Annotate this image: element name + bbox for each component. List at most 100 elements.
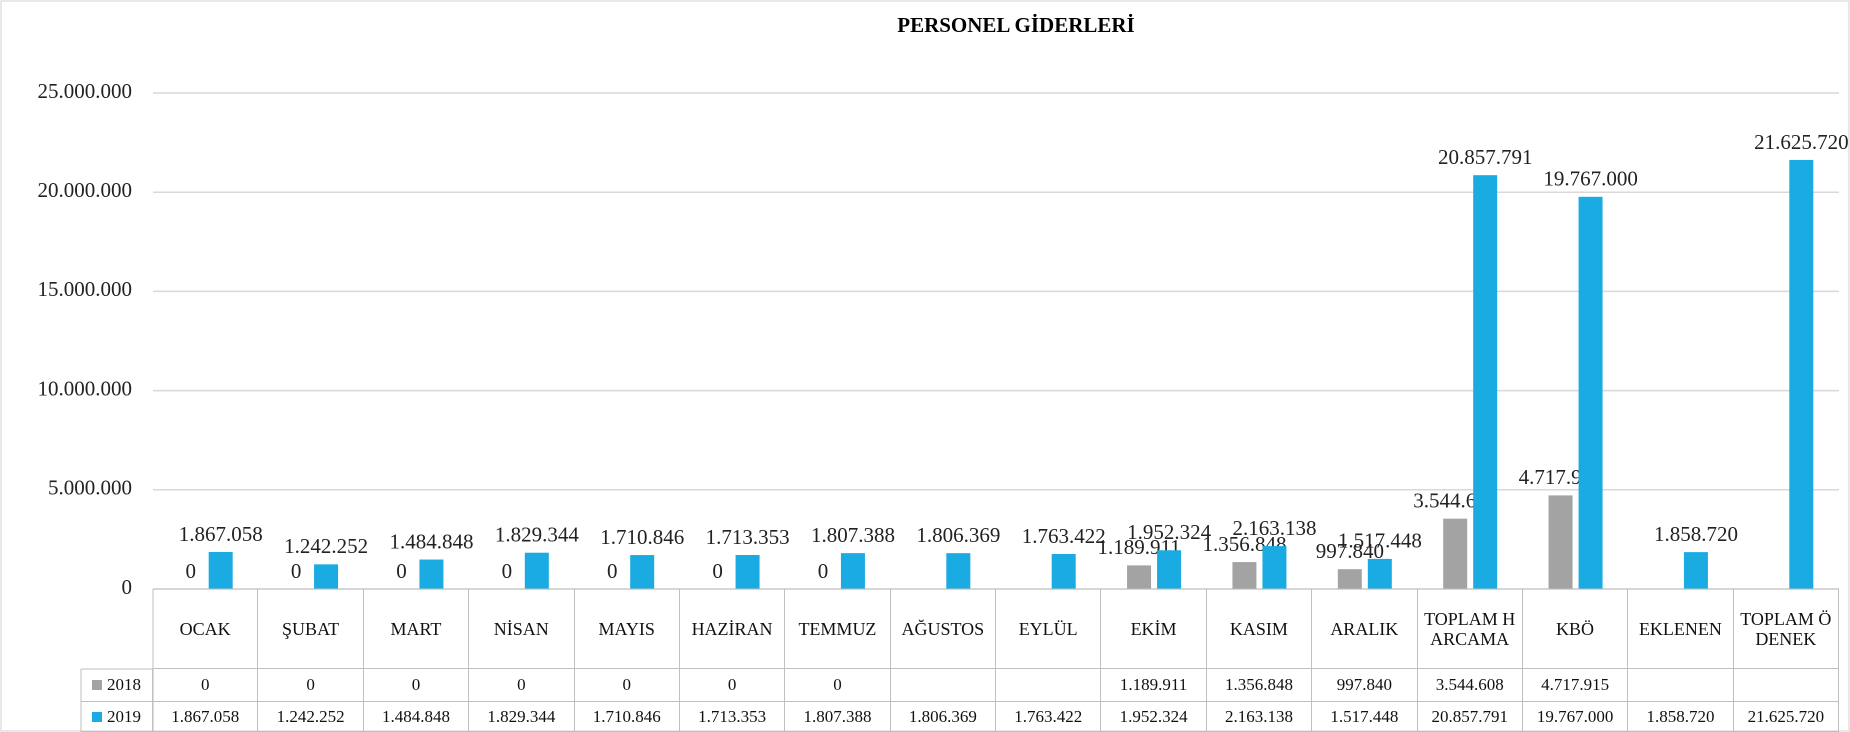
- legend-label: 2019: [107, 706, 141, 726]
- table-value: 4.717.915: [1522, 669, 1629, 702]
- table-value: 0: [363, 669, 470, 702]
- data-label: 1.242.252: [284, 534, 368, 558]
- table-value: 1.952.324: [1101, 702, 1207, 732]
- table-value: [890, 669, 996, 702]
- x-tick-label: EKLENEN: [1628, 589, 1734, 669]
- y-tick-label: 15.000.000: [38, 277, 133, 301]
- x-tick-label: KASIM: [1206, 589, 1313, 669]
- table-value: 21.625.720: [1733, 702, 1839, 732]
- data-label: 20.857.791: [1438, 145, 1533, 169]
- data-label: 1.763.422: [1022, 524, 1106, 548]
- bar: [1548, 495, 1573, 589]
- data-label: 1.484.848: [389, 529, 473, 553]
- y-tick-label: 20.000.000: [38, 178, 133, 202]
- table-value: 1.484.848: [363, 702, 470, 732]
- table-value: 0: [679, 669, 786, 702]
- legend-label: 2018: [107, 675, 141, 694]
- table-value: 19.767.000: [1522, 702, 1629, 732]
- table-value: 0: [785, 669, 891, 702]
- x-tick-label: TEMMUZ: [785, 589, 891, 669]
- bar: [1157, 550, 1182, 589]
- table-value: [1628, 669, 1734, 702]
- data-label: 1.713.353: [706, 525, 790, 549]
- x-tick-label: ŞUBAT: [258, 589, 364, 669]
- table-value: 1.710.846: [574, 702, 680, 732]
- bar: [1232, 562, 1257, 589]
- bar: [208, 551, 233, 589]
- bar: [1051, 554, 1076, 589]
- x-tick-label: EKİM: [1101, 589, 1207, 669]
- table-value: 1.829.344: [469, 702, 575, 732]
- bar: [1367, 558, 1392, 589]
- bar: [1578, 196, 1603, 589]
- data-label: 1.517.448: [1338, 529, 1422, 553]
- chart-title: PERSONEL GİDERLERİ: [897, 13, 1134, 37]
- bar: [1683, 552, 1708, 589]
- x-tick-label: KBÖ: [1522, 589, 1629, 669]
- table-value: 3.544.608: [1417, 669, 1523, 702]
- x-tick-label: NİSAN: [469, 589, 575, 669]
- data-label: 0: [712, 559, 723, 583]
- data-label: 1.858.720: [1654, 522, 1738, 546]
- data-label: 19.767.000: [1543, 167, 1638, 191]
- legend-key: [92, 680, 102, 690]
- bar: [1262, 546, 1287, 589]
- data-label: 0: [607, 559, 618, 583]
- x-tick-label: ARALIK: [1312, 589, 1418, 669]
- data-label: 1.952.324: [1127, 520, 1212, 544]
- x-tick-label: AĞUSTOS: [890, 589, 996, 669]
- x-tick-label: OCAK: [153, 589, 259, 669]
- table-value: 1.713.353: [679, 702, 786, 732]
- table-value: 0: [258, 669, 364, 702]
- data-label: 1.867.058: [179, 522, 263, 546]
- table-value: 0: [574, 669, 680, 702]
- table-value: 1.858.720: [1628, 702, 1734, 732]
- table-value: [996, 669, 1102, 702]
- table-value: 1.356.848: [1206, 669, 1313, 702]
- bar: [1127, 565, 1152, 589]
- x-tick-label: MART: [363, 589, 470, 669]
- table-value: 0: [469, 669, 575, 702]
- legend-entry: 2019: [81, 702, 153, 732]
- x-tick-label: TOPLAM ÖDENEK: [1733, 589, 1839, 669]
- y-tick-label: 5.000.000: [48, 476, 132, 500]
- data-label: 1.807.388: [811, 523, 895, 547]
- data-label: 0: [291, 559, 302, 583]
- data-label: 1.829.344: [495, 523, 580, 547]
- table-value: 1.806.369: [890, 702, 996, 732]
- bar: [524, 552, 549, 589]
- x-tick-label: TOPLAM HARCAMA: [1417, 589, 1523, 669]
- table-value: 1.867.058: [153, 702, 259, 732]
- table-value: 997.840: [1312, 669, 1418, 702]
- table-value: 2.163.138: [1206, 702, 1313, 732]
- table-value: 20.857.791: [1417, 702, 1523, 732]
- table-value: 1.517.448: [1312, 702, 1418, 732]
- table-value: 1.189.911: [1101, 669, 1207, 702]
- data-label: 2.163.138: [1232, 516, 1316, 540]
- y-tick-label: 10.000.000: [38, 376, 133, 400]
- x-tick-label: EYLÜL: [996, 589, 1102, 669]
- bar: [946, 553, 971, 589]
- legend-key: [92, 711, 102, 722]
- bar: [1473, 175, 1498, 589]
- bar: [840, 553, 865, 589]
- table-value: 1.807.388: [785, 702, 891, 732]
- y-tick-label: 25.000.000: [38, 79, 133, 103]
- bar: [314, 564, 339, 589]
- table-value: 0: [153, 669, 259, 702]
- y-tick-label: 0: [122, 575, 133, 599]
- bar: [1789, 159, 1814, 589]
- legend-entry: 2018: [81, 669, 153, 702]
- data-label: 1.806.369: [916, 523, 1000, 547]
- data-label: 21.625.720: [1754, 130, 1849, 154]
- data-label: 1.710.846: [600, 525, 684, 549]
- bar: [630, 555, 655, 589]
- table-value: [1733, 669, 1839, 702]
- data-label: 0: [818, 559, 829, 583]
- bar: [1337, 569, 1362, 589]
- data-label: 0: [502, 559, 513, 583]
- data-label: 0: [185, 559, 196, 583]
- x-tick-label: HAZİRAN: [679, 589, 786, 669]
